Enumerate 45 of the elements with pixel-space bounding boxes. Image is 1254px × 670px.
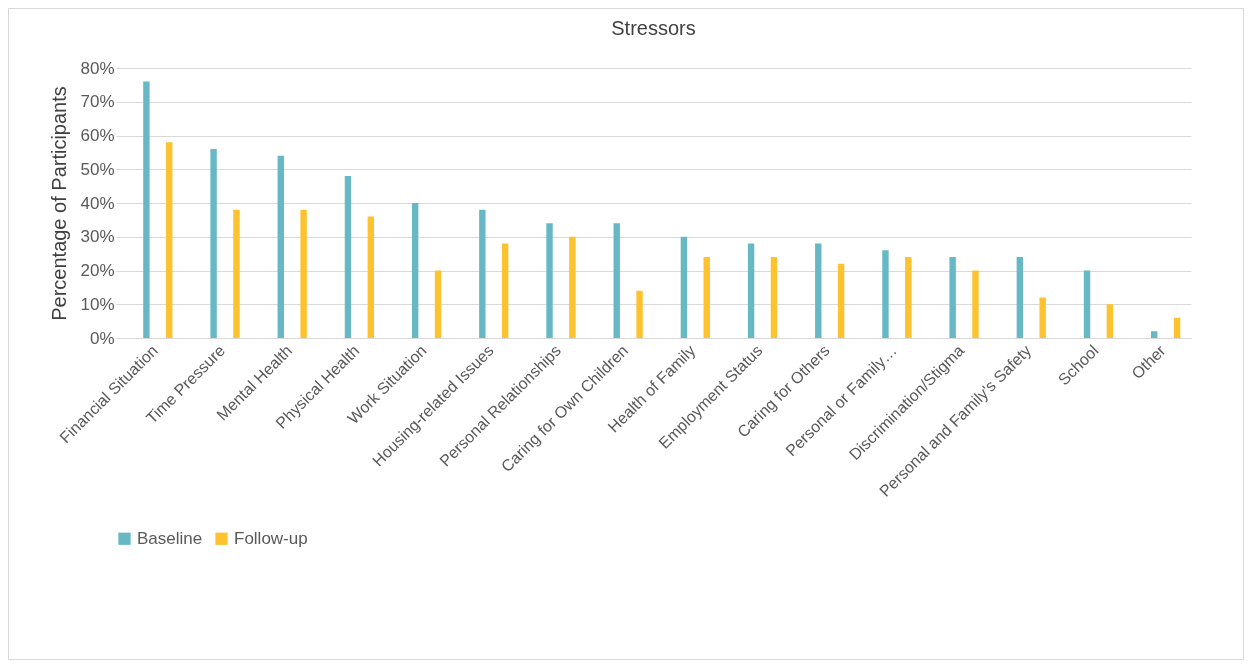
bar bbox=[680, 236, 688, 338]
y-tick-label: 0% bbox=[89, 328, 115, 348]
y-tick-label: 70% bbox=[80, 92, 115, 112]
bar bbox=[1173, 317, 1181, 338]
bar bbox=[636, 290, 643, 338]
bar bbox=[1039, 297, 1046, 338]
y-tick-label: 10% bbox=[80, 294, 115, 314]
bar bbox=[703, 257, 710, 338]
bar bbox=[949, 257, 956, 338]
bar bbox=[613, 223, 620, 338]
bar bbox=[143, 81, 150, 338]
y-tick-label: 20% bbox=[80, 261, 115, 280]
chart-title: Stressors bbox=[611, 17, 696, 39]
bar bbox=[166, 142, 173, 338]
bar bbox=[1016, 257, 1024, 338]
bar bbox=[233, 209, 240, 338]
bar bbox=[1151, 331, 1158, 338]
bar bbox=[546, 223, 553, 338]
bar bbox=[434, 270, 442, 338]
y-tick-label: 40% bbox=[80, 193, 115, 213]
bar bbox=[1106, 304, 1114, 338]
bar bbox=[770, 257, 778, 338]
bar bbox=[501, 243, 509, 338]
bar bbox=[905, 257, 912, 338]
bar bbox=[1083, 270, 1091, 338]
bar bbox=[210, 149, 217, 338]
y-tick-label: 50% bbox=[80, 159, 115, 179]
bar bbox=[569, 236, 576, 338]
bar bbox=[277, 155, 284, 338]
bar bbox=[411, 203, 419, 338]
bar bbox=[747, 243, 755, 338]
y-tick-label: 30% bbox=[80, 227, 115, 247]
y-axis-title: Percentage of Participants bbox=[48, 86, 71, 321]
bar bbox=[837, 263, 845, 338]
bar bbox=[367, 216, 374, 338]
bar bbox=[972, 270, 979, 338]
y-tick-label: 60% bbox=[80, 126, 115, 145]
bar bbox=[882, 250, 889, 338]
bar bbox=[479, 209, 486, 338]
bar bbox=[815, 243, 822, 338]
bar bbox=[344, 176, 352, 338]
y-tick-label: 80% bbox=[80, 58, 115, 78]
bar bbox=[300, 209, 307, 338]
legend-label: Baseline bbox=[137, 528, 203, 548]
legend-label: Follow-up bbox=[234, 528, 308, 548]
